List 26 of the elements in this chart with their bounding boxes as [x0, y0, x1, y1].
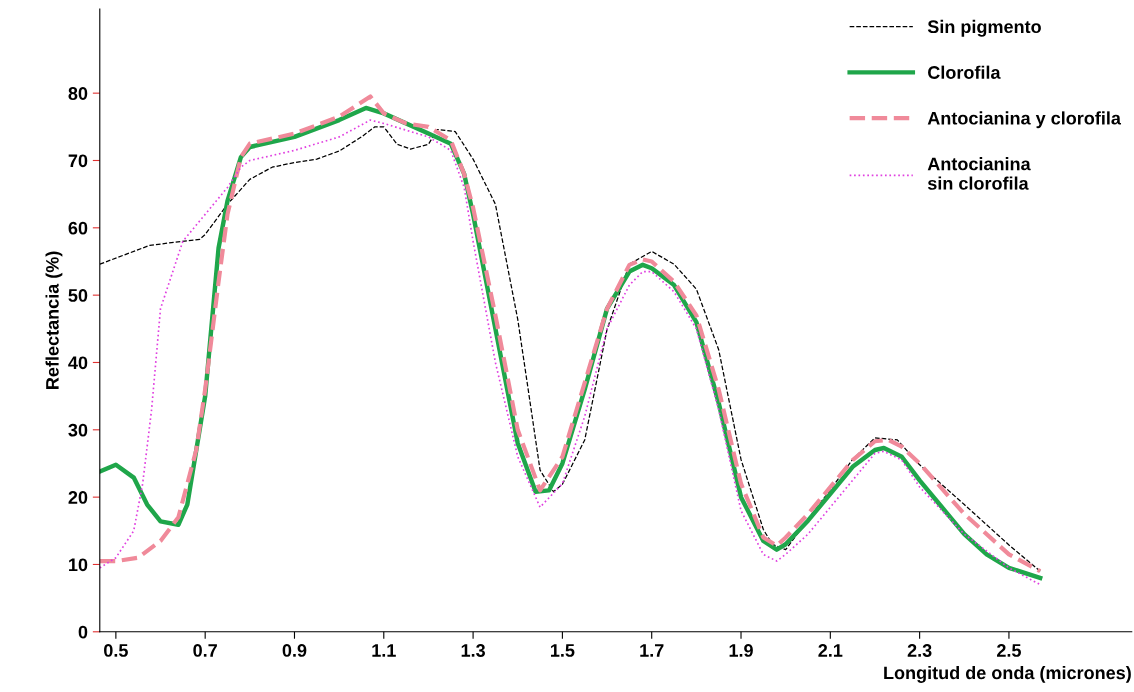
y-tick-label: 0	[78, 625, 88, 639]
x-tick-label: 0.7	[193, 644, 217, 657]
x-tick-label: 2.5	[997, 644, 1021, 657]
y-tick-label: 20	[68, 491, 88, 504]
x-tick-label: 1.7	[640, 644, 664, 657]
x-tick-label: 2.3	[907, 644, 932, 657]
y-tick-label: 10	[69, 558, 88, 572]
y-tick-label: 30	[68, 423, 88, 437]
x-tick-label: 1.9	[729, 644, 753, 657]
y-tick-label: 40	[68, 356, 88, 370]
legend-label: Antocianina sin clorofila	[927, 157, 1031, 190]
y-tick-label: 50	[68, 289, 88, 302]
x-tick-label: 2.1	[818, 644, 843, 657]
x-tick-label: 0.5	[104, 644, 128, 657]
y-tick-label: 70	[68, 154, 88, 168]
x-tick-label: 1.1	[372, 644, 396, 657]
y-axis-title: Reflectancia (%)	[45, 251, 63, 389]
x-axis-title: Longitud de onda (micrones)	[884, 665, 1131, 683]
legend-label: Sin pigmento	[927, 19, 1041, 37]
y-tick-label: 60	[68, 221, 88, 235]
y-tick-label: 80	[68, 87, 88, 100]
x-tick-label: 1.3	[461, 644, 485, 657]
legend-label: Clorofila	[928, 65, 1001, 79]
x-tick-label: 1.5	[550, 644, 575, 657]
x-tick-label: 0.9	[282, 644, 307, 657]
legend-label: Antocianina y clorofila	[927, 111, 1122, 129]
